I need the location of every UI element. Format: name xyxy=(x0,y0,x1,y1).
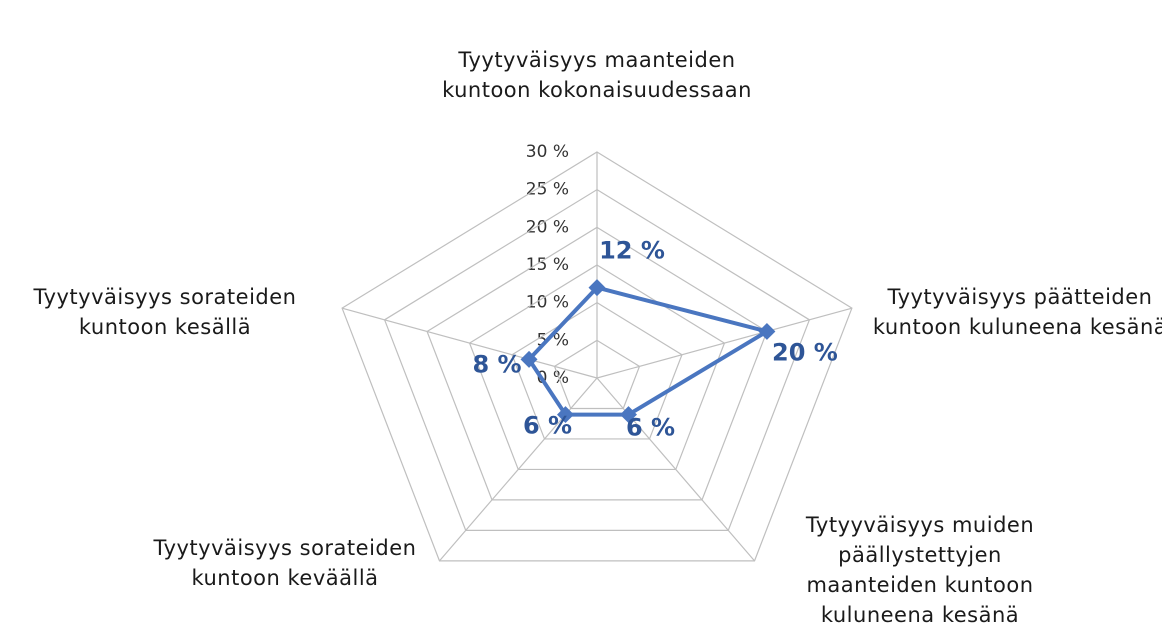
r-tick-label: 15 % xyxy=(526,255,569,275)
data-label: 12 % xyxy=(599,237,665,265)
spoke xyxy=(439,377,598,562)
category-label: Tyytyväisyys sorateiden kuntoon kesällä xyxy=(33,285,297,339)
category-label: Tytyyväisyys muiden päällystettyjen maan… xyxy=(805,513,1035,627)
marker xyxy=(557,406,574,424)
marker xyxy=(588,279,606,297)
r-tick-label: 25 % xyxy=(526,180,569,200)
category-label: Tyytyväisyys päätteiden kuntoon kuluneen… xyxy=(872,285,1162,339)
spoke xyxy=(596,377,755,562)
grid-ring xyxy=(426,226,768,501)
data-label: 6 % xyxy=(523,412,572,440)
category-label: Tyytyväisyys sorateiden kuntoon keväällä xyxy=(153,536,417,590)
grid-ring xyxy=(511,301,683,440)
marker xyxy=(758,322,776,340)
grid-ring xyxy=(468,264,726,471)
r-tick-label: 30 % xyxy=(526,142,569,162)
grid-ring xyxy=(341,151,853,562)
data-label: 8 % xyxy=(472,350,521,378)
category-label: Tyytyväisyys maanteiden kuntoon kokonais… xyxy=(442,48,752,102)
marker xyxy=(620,406,637,424)
spoke xyxy=(596,307,853,379)
r-tick-label: 10 % xyxy=(526,293,569,313)
marker xyxy=(520,350,538,368)
data-label: 20 % xyxy=(772,338,838,366)
spoke xyxy=(341,307,598,379)
data-label: 6 % xyxy=(626,414,675,442)
grid-ring xyxy=(553,339,641,410)
grid-ring xyxy=(383,188,811,531)
r-tick-label: 20 % xyxy=(526,217,569,237)
series-line xyxy=(527,285,769,417)
